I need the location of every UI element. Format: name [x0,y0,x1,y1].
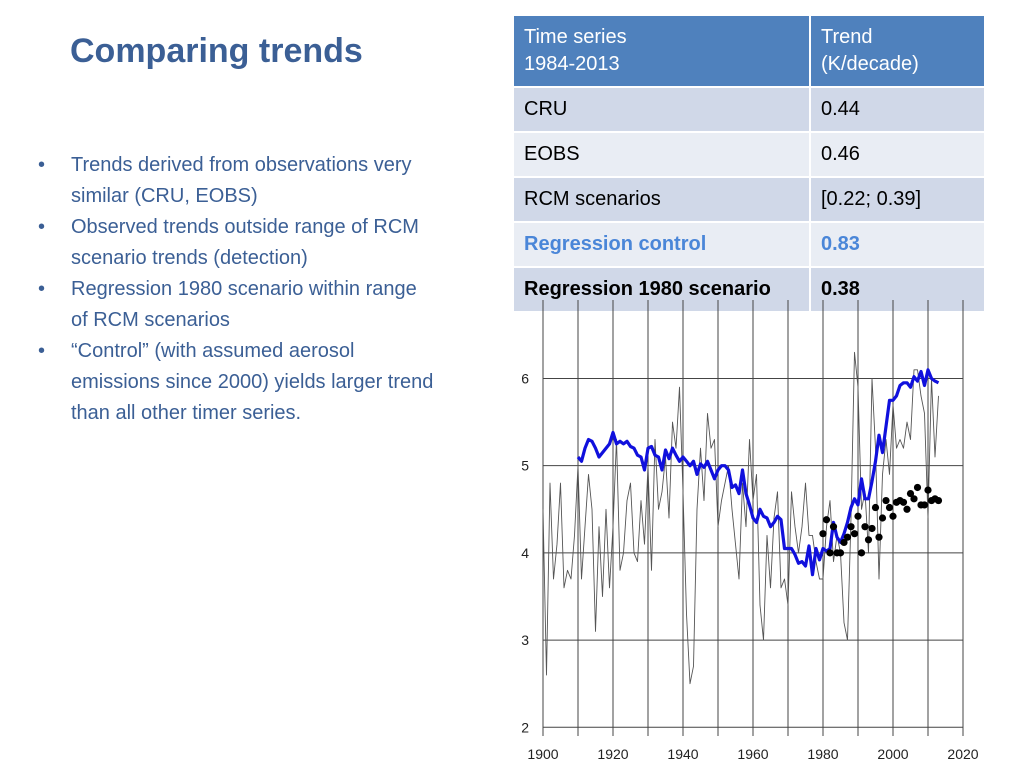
data-point-dot [889,512,897,520]
data-point-dot [854,512,862,520]
cell-name: EOBS [512,131,811,178]
cell-name: CRU [512,86,811,133]
bullet-text: Trends derived from observations very si… [71,154,412,207]
cell-value: 0.38 [809,266,986,313]
header-time-series: Time series 1984-2013 [512,14,811,88]
data-point-dot [906,489,915,498]
data-point-dot [836,549,845,557]
table-row: EOBS 0.46 [512,131,986,178]
bullet-text: Observed trends outside range of RCM sce… [71,216,419,269]
x-tick-label: 2020 [947,746,978,762]
bullet-icon: • [38,154,46,176]
data-point-dot [913,483,922,492]
bullet-item: • “Control” (with assumed aerosol emissio… [38,336,438,429]
header-label: Trend (K/decade) [821,26,919,75]
cell-value: [0.22; 0.39] [809,176,986,223]
y-tick-label: 3 [521,632,529,648]
x-tick-label: 1940 [667,746,698,762]
data-point-dot [899,498,908,506]
x-tick-label: 1900 [527,746,558,762]
x-tick-label: 2000 [877,746,908,762]
table-row: CRU 0.44 [512,86,986,133]
y-tick-label: 4 [521,545,529,561]
bullet-item: • Trends derived from observations very s… [38,150,438,212]
bullet-icon: • [38,278,46,300]
cell-name: RCM scenarios [512,176,811,223]
table-row: RCM scenarios [0.22; 0.39] [512,176,986,223]
table-row-highlight: Regression control 0.83 [512,221,986,268]
data-point-dot [850,530,859,538]
data-point-dot [843,533,852,541]
data-point-dot [920,501,929,509]
bullet-text: “Control” (with assumed aerosol emission… [71,340,434,424]
y-tick-label: 2 [521,719,529,735]
data-point-dot [878,514,887,522]
cell-name: Regression 1980 scenario [512,266,811,313]
x-tick-label: 1980 [807,746,838,762]
data-point-dot [857,549,866,557]
cell-value: 0.83 [809,221,986,268]
series-line-grey [542,351,939,685]
data-point-dot [847,523,855,531]
series-line-blue [576,368,940,577]
header-trend: Trend (K/decade) [809,14,986,88]
bullet-icon: • [38,340,46,362]
y-tick-label: 6 [521,370,529,386]
cell-value: 0.44 [809,86,986,133]
data-point-dot [910,495,918,503]
data-point-dot [864,536,873,544]
bullet-item: • Observed trends outside range of RCM sc… [38,212,438,274]
cell-value: 0.46 [809,131,986,178]
data-point-dot [829,523,838,531]
bullet-text: Regression 1980 scenario within range of… [71,278,417,331]
data-point-dot [882,496,890,505]
y-tick-label: 5 [521,458,529,474]
data-point-dot [885,503,894,512]
x-tick-label: 1920 [597,746,628,762]
data-point-dot [819,530,827,538]
cell-name: Regression control [512,221,811,268]
data-point-dot [840,538,848,547]
bullet-list: • Trends derived from observations very s… [38,150,438,429]
trend-table: Time series 1984-2013 Trend (K/decade) C… [512,14,986,313]
table-row-bold: Regression 1980 scenario 0.38 [512,266,986,313]
data-point-dot [822,516,831,524]
bullet-item: • Regression 1980 scenario within range o… [38,274,438,336]
data-point-dot [875,533,883,541]
x-tick-label: 1960 [737,746,768,762]
data-point-dot [871,503,880,512]
data-point-dot [934,496,943,505]
data-point-dot [903,505,911,513]
data-point-dot [861,523,869,531]
temperature-chart: 2 3 4 5 6 1900 1920 1940 1960 1980 2000 2020 [521,300,979,762]
bullet-icon: • [38,216,46,238]
header-label: Time series 1984-2013 [524,26,627,75]
slide-title: Comparing trends [70,32,363,70]
data-point-dot [868,524,876,533]
table-header-row: Time series 1984-2013 Trend (K/decade) [512,14,986,88]
data-point-dot [924,486,932,494]
data-point-dot [826,549,834,557]
